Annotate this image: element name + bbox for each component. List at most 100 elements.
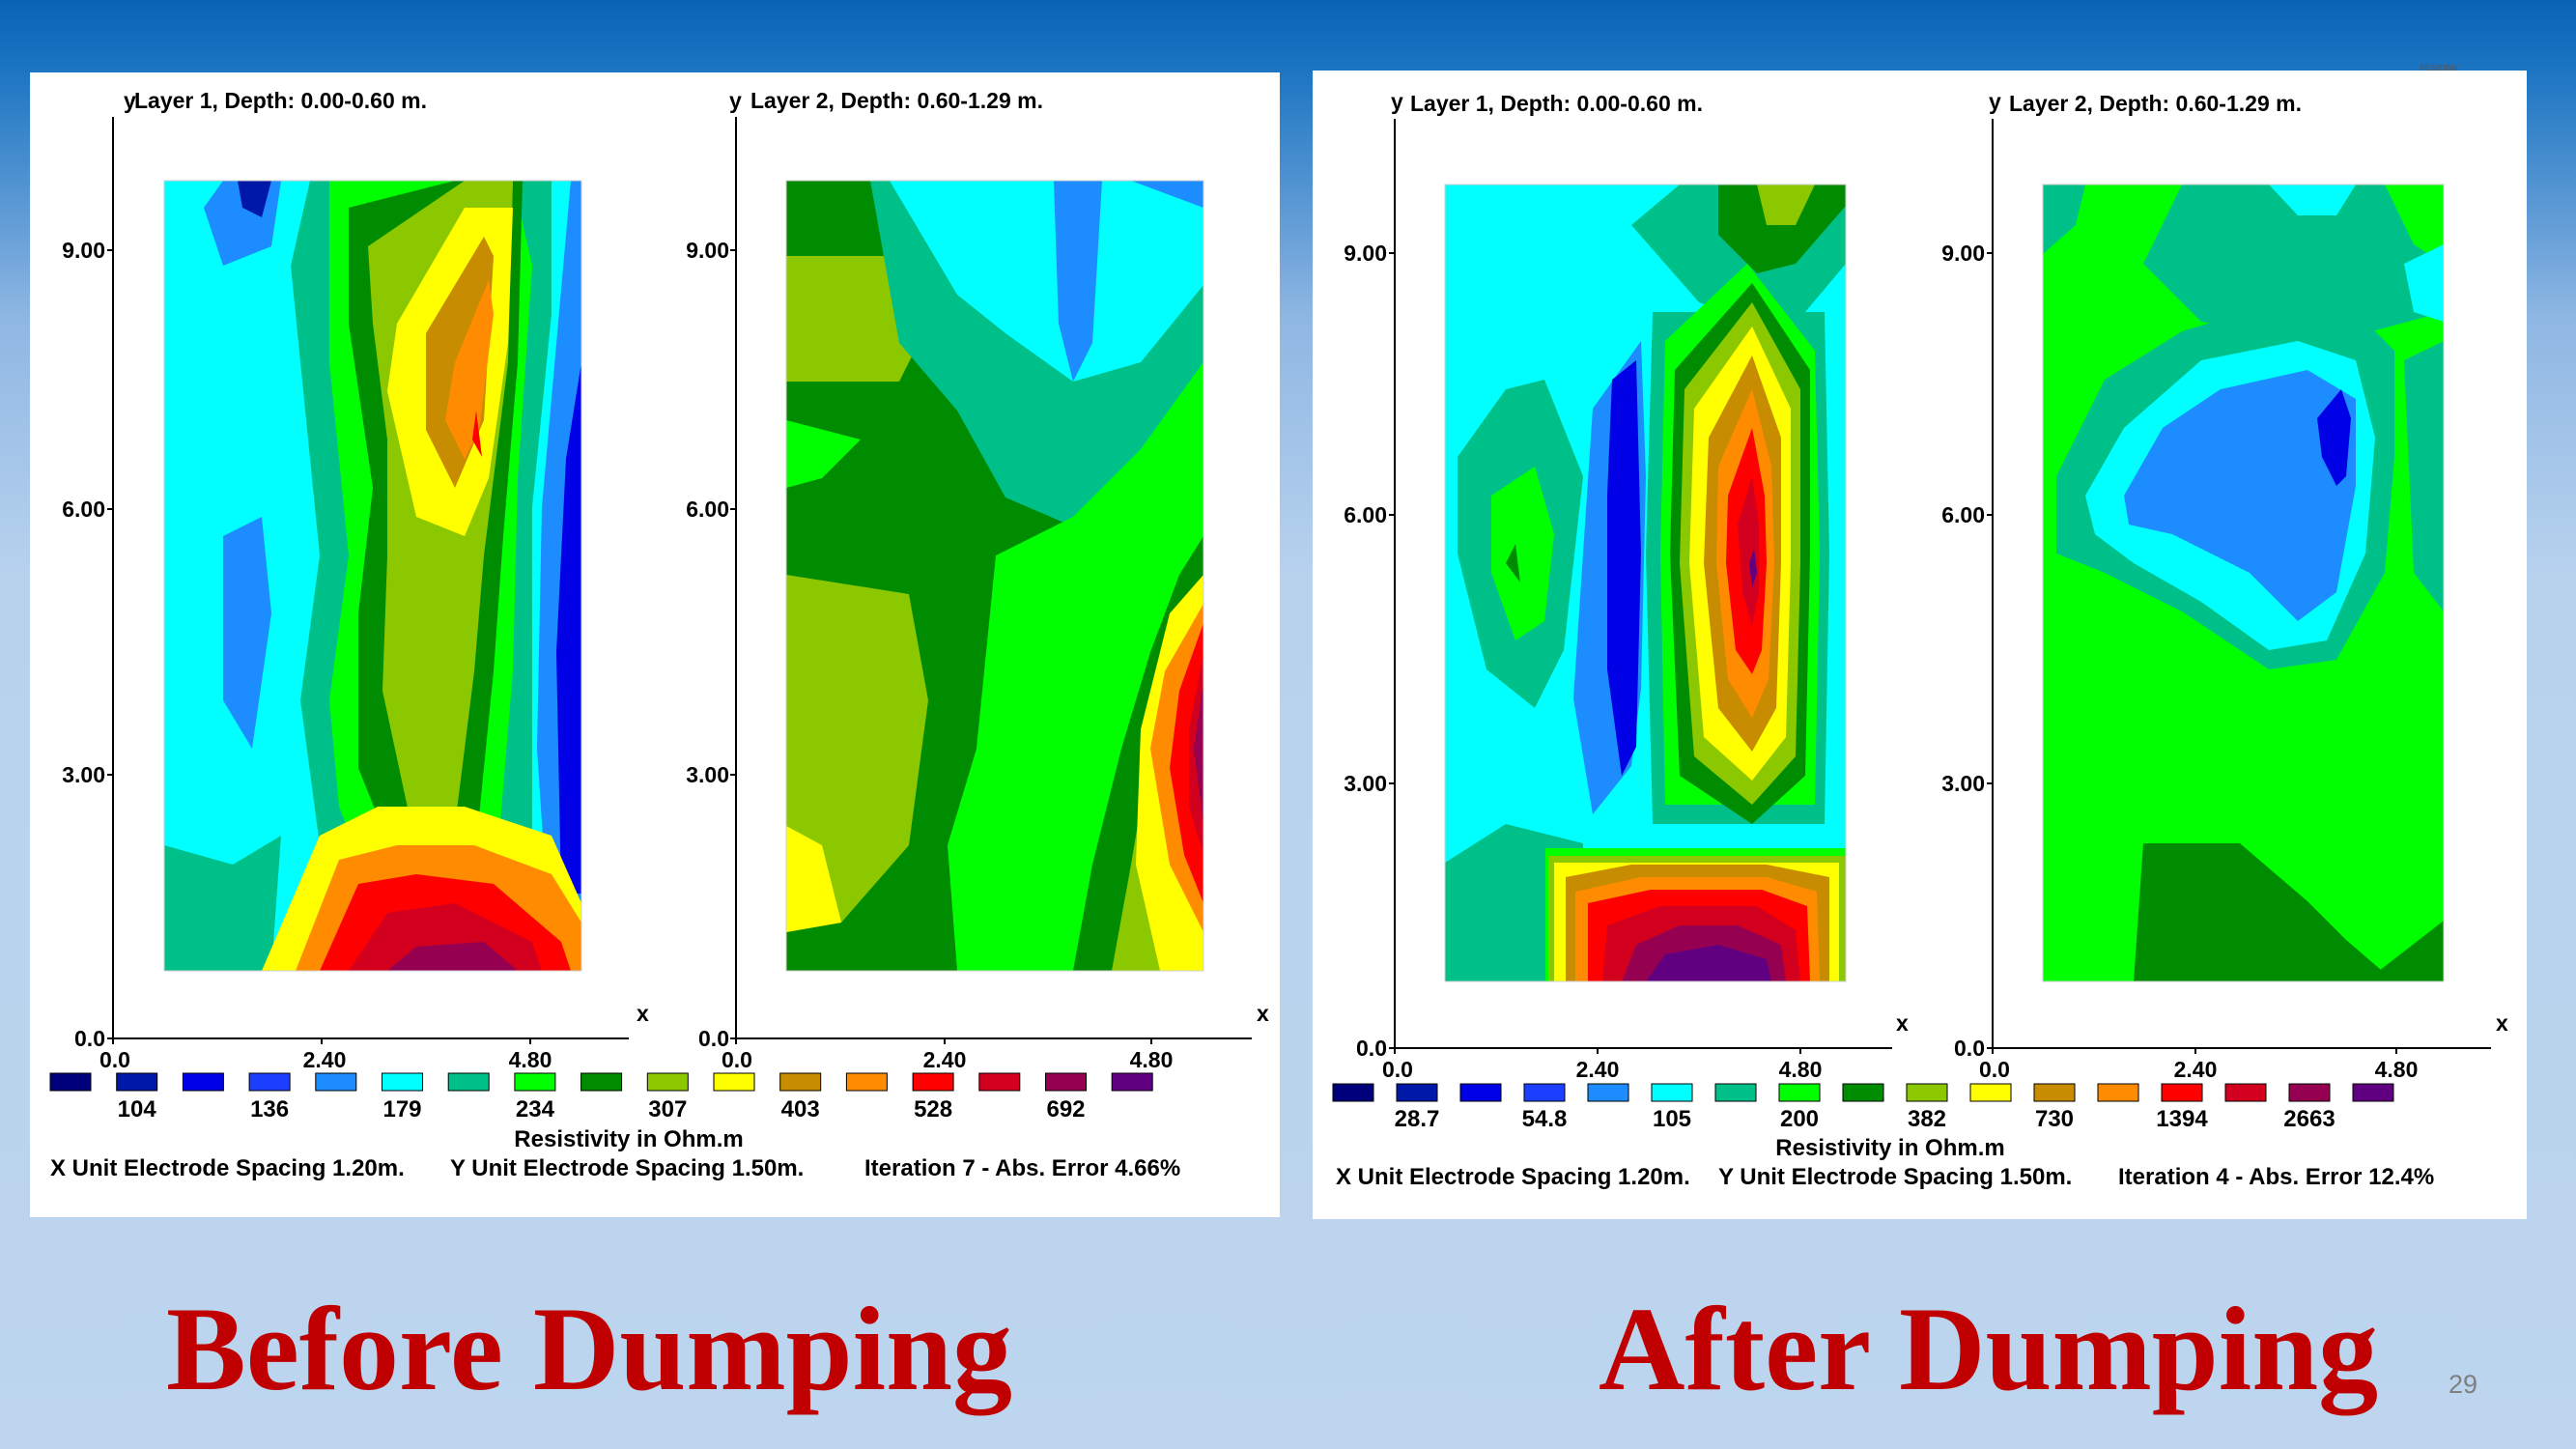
before-legend-swatch <box>514 1072 556 1092</box>
after-layer1-x-tick: 4.80 <box>1779 1057 1823 1082</box>
before-layer2-axes <box>730 117 1252 1044</box>
after-legend-swatch <box>2352 1083 2394 1102</box>
before-legend-swatch <box>978 1072 1021 1092</box>
after-layer1-y-label: y <box>1391 89 1403 114</box>
before-legend-swatch <box>580 1072 623 1092</box>
after-dumping-caption: After Dumping <box>1599 1283 2379 1415</box>
after-legend-swatch <box>1714 1083 1757 1102</box>
before-layer1-y-tick: 3.00 <box>62 762 105 787</box>
before-layer1-x-tick: 4.80 <box>509 1047 552 1072</box>
after-legend-swatch <box>1906 1083 1948 1102</box>
before-legend-value: 234 <box>516 1096 555 1122</box>
before-legend-value: 528 <box>914 1096 952 1122</box>
before-legend-swatch <box>1111 1072 1153 1092</box>
after-layer1-axes <box>1389 119 1892 1054</box>
before-layer1-y-tick: 9.00 <box>62 238 105 263</box>
before-layer2-x-tick: 2.40 <box>923 1047 967 1072</box>
before-legend-swatch <box>315 1072 357 1092</box>
before-footer-iteration: Iteration 7 - Abs. Error 4.66% <box>864 1155 1180 1181</box>
before-layer2-y-label: y <box>729 88 742 113</box>
before-legend-swatch <box>248 1072 291 1092</box>
after-legend-value: 382 <box>1908 1106 1946 1132</box>
after-layer2-y-tick: 3.00 <box>1941 771 1985 796</box>
before-layer1-y-tick: 0.0 <box>74 1026 105 1051</box>
before-legend-swatch <box>382 1072 423 1092</box>
before-layer2-contour-map <box>785 180 1204 972</box>
after-footer-iteration: Iteration 4 - Abs. Error 12.4% <box>2118 1164 2434 1190</box>
before-layer1-title: Layer 1, Depth: 0.00-0.60 m. <box>134 88 427 113</box>
corner-watermark: RES2DINV <box>2420 64 2459 71</box>
before-layer1-x-tick: 2.40 <box>303 1047 347 1072</box>
before-layer1-x-label: x <box>637 1001 649 1026</box>
after-legend-value: 54.8 <box>1522 1106 1568 1132</box>
after-layer1-contour-map <box>1444 184 1847 982</box>
before-legend-swatch <box>182 1072 224 1092</box>
after-legend-swatch <box>1969 1083 2012 1102</box>
after-layer1-x-tick: 0.0 <box>1382 1057 1413 1082</box>
before-legend-value: 179 <box>382 1096 421 1122</box>
after-legend-value: 28.7 <box>1395 1106 1440 1132</box>
before-layer1-x-tick: 0.0 <box>99 1047 130 1072</box>
before-legend-swatch <box>912 1072 954 1092</box>
before-legend-swatch <box>845 1072 888 1092</box>
after-legend-swatch <box>1523 1083 1566 1102</box>
after-legend-swatch <box>2288 1083 2331 1102</box>
before-layer2-x-tick: 4.80 <box>1130 1047 1174 1072</box>
after-layer2-x-tick: 2.40 <box>2174 1057 2218 1082</box>
before-legend-title: Resistivity in Ohm.m <box>514 1126 743 1152</box>
after-layer2-axes <box>1987 119 2491 1054</box>
before-layer1-contour-map <box>163 180 582 972</box>
after-layer1-y-tick: 9.00 <box>1344 241 1387 266</box>
before-legend-value: 692 <box>1046 1096 1085 1122</box>
after-layer2-x-tick: 0.0 <box>1979 1057 2010 1082</box>
before-legend-value: 403 <box>781 1096 820 1122</box>
before-dumping-panel: y Layer 1, Depth: 0.00-0.60 m. x 9.00 6.… <box>30 72 1280 1217</box>
after-layer1-x-label: x <box>1896 1010 1909 1036</box>
after-legend-value: 1394 <box>2156 1106 2208 1132</box>
before-legend-value: 104 <box>118 1096 157 1122</box>
after-layer1-y-tick: 3.00 <box>1344 771 1387 796</box>
after-legend-swatch <box>1842 1083 1884 1102</box>
after-layer2-x-label: x <box>2496 1010 2508 1036</box>
after-footer-y-spacing: Y Unit Electrode Spacing 1.50m. <box>1718 1164 2072 1190</box>
after-layer1-y-tick: 6.00 <box>1344 502 1387 527</box>
before-legend-value: 307 <box>648 1096 687 1122</box>
after-legend-swatch <box>2161 1083 2203 1102</box>
after-legend-swatch <box>1396 1083 1438 1102</box>
before-dumping-caption: Before Dumping <box>166 1283 1013 1415</box>
after-legend-value: 730 <box>2035 1106 2074 1132</box>
before-layer1-y-tick: 6.00 <box>62 497 105 522</box>
after-layer2-title: Layer 2, Depth: 0.60-1.29 m. <box>2009 91 2302 116</box>
after-legend-value: 105 <box>1653 1106 1691 1132</box>
before-legend-swatch <box>1045 1072 1087 1092</box>
after-legend-swatch <box>1778 1083 1821 1102</box>
after-legend-value: 200 <box>1780 1106 1819 1132</box>
after-legend-swatch <box>2097 1083 2139 1102</box>
before-contour-figure: y Layer 1, Depth: 0.00-0.60 m. x 9.00 6.… <box>49 88 1269 1181</box>
after-layer2-x-tick: 4.80 <box>2375 1057 2419 1082</box>
before-layer2-title: Layer 2, Depth: 0.60-1.29 m. <box>750 88 1043 113</box>
after-layer2-y-tick: 9.00 <box>1941 241 1985 266</box>
slide-page-number: 29 <box>2449 1370 2478 1399</box>
before-layer1-axes <box>107 117 629 1044</box>
before-legend-swatch <box>447 1072 490 1092</box>
after-footer-x-spacing: X Unit Electrode Spacing 1.20m. <box>1336 1164 1690 1190</box>
after-color-legend: 28.7 54.8 105 200 382 730 1394 2663 <box>1332 1083 2394 1132</box>
after-layer2-y-tick: 0.0 <box>1954 1036 1985 1061</box>
before-layer2-y-tick: 6.00 <box>686 497 729 522</box>
before-legend-value: 136 <box>250 1096 289 1122</box>
before-legend-swatch <box>49 1072 92 1092</box>
after-layer1-y-tick: 0.0 <box>1356 1036 1387 1061</box>
before-footer-x-spacing: X Unit Electrode Spacing 1.20m. <box>50 1155 405 1181</box>
after-legend-swatch <box>1587 1083 1629 1102</box>
before-layer2-x-tick: 0.0 <box>722 1047 752 1072</box>
before-legend-swatch <box>646 1072 689 1092</box>
before-color-legend: 104 136 179 234 307 403 528 692 <box>49 1072 1153 1122</box>
before-layer1-y-label: y <box>124 88 136 113</box>
before-footer-y-spacing: Y Unit Electrode Spacing 1.50m. <box>450 1155 804 1181</box>
before-layer2-x-label: x <box>1257 1001 1269 1026</box>
after-legend-title: Resistivity in Ohm.m <box>1775 1135 2004 1161</box>
before-legend-swatch <box>779 1072 822 1092</box>
after-layer1-x-tick: 2.40 <box>1576 1057 1620 1082</box>
after-legend-swatch <box>1651 1083 1693 1102</box>
